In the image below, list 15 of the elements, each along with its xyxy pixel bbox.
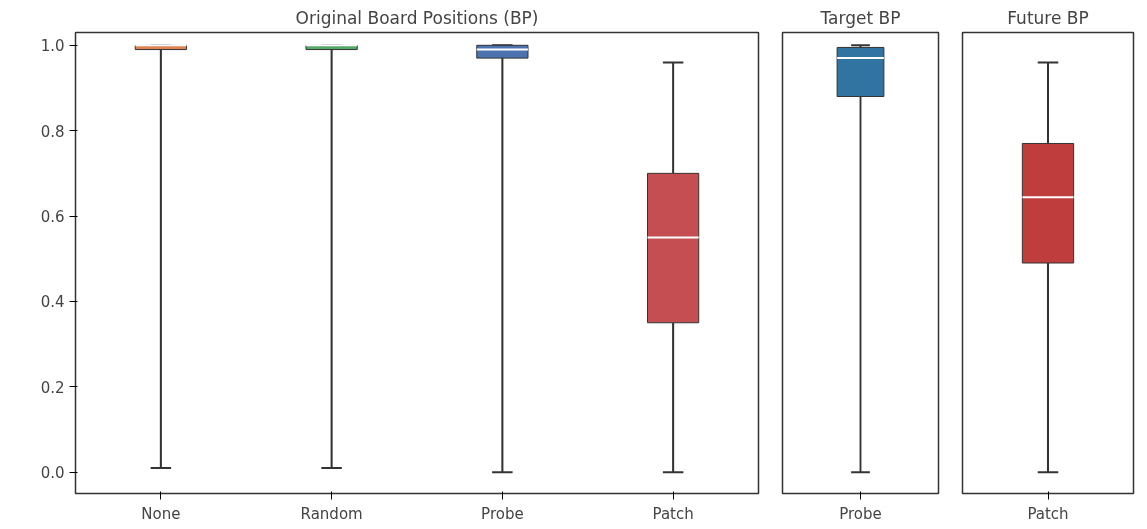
y-tick-label: 0.6: [40, 208, 65, 227]
y-tick-label: 0.0: [40, 464, 65, 483]
y-tick-label: 0.4: [40, 293, 65, 312]
y-tick-label: 0.8: [40, 122, 65, 141]
chart-title: Target BP: [819, 7, 901, 28]
y-tick-label: 0.2: [40, 378, 65, 397]
x-tick-label: Random: [300, 504, 363, 523]
x-tick-label: Probe: [481, 504, 524, 523]
chart-title: Future BP: [1007, 7, 1089, 28]
x-tick-label: Patch: [1027, 504, 1069, 523]
x-tick-label: Probe: [839, 504, 882, 523]
x-tick-label: None: [141, 504, 181, 523]
y-tick-label: 1.0: [40, 37, 65, 56]
chart-title: Original Board Positions (BP): [295, 7, 539, 28]
x-tick-label: Patch: [652, 504, 694, 523]
